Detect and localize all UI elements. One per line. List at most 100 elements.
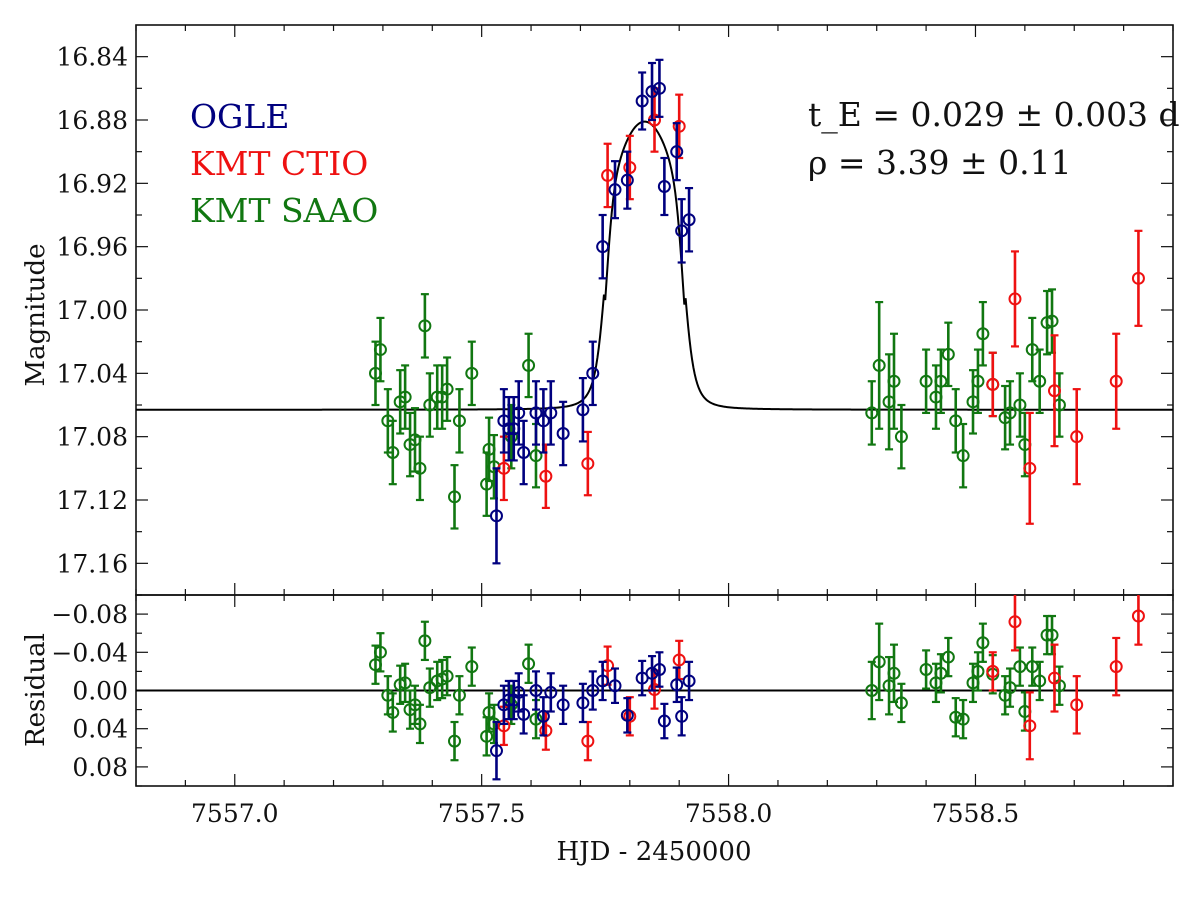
marker (1070, 430, 1084, 444)
data-point-kmt-saao (418, 293, 432, 359)
marker (465, 366, 479, 380)
data-point-kmt-saao (976, 300, 990, 367)
data-point-kmt-saao (1013, 372, 1027, 438)
data-point-ogle (652, 58, 666, 118)
data-point-ogle (512, 672, 526, 713)
marker (1003, 406, 1017, 420)
data-point-ogle (536, 388, 550, 454)
data-point-ogle (586, 670, 600, 711)
marker (986, 664, 1000, 678)
marker (1023, 719, 1037, 733)
marker (576, 403, 590, 417)
marker (919, 374, 933, 388)
fit-annotations: t_E = 0.029 ± 0.003 d ρ = 3.39 ± 0.11 (808, 95, 1180, 182)
marker (529, 449, 543, 463)
marker (670, 145, 684, 159)
marker (398, 676, 412, 690)
y-tick-label: 16.88 (56, 106, 128, 135)
data-point-kmt-saao (882, 655, 896, 716)
marker (480, 477, 494, 491)
data-point-ogle (596, 660, 610, 702)
marker (1025, 660, 1039, 674)
marker (657, 180, 671, 193)
marker (1023, 461, 1037, 475)
data-point-kmt-saao (865, 380, 879, 446)
y-tick-label: 17.16 (56, 549, 128, 578)
data-point-kmt-saao (971, 651, 985, 692)
data-point-kmt-saao (1003, 380, 1017, 446)
data-point-kmt-saao (956, 422, 970, 489)
marker (1131, 609, 1145, 623)
marker (489, 509, 503, 523)
y-axis-title-magnitude: Magnitude (21, 243, 51, 386)
data-point-ogle (657, 702, 671, 740)
data-point-kmt-saao (949, 388, 963, 454)
marker (529, 406, 543, 420)
marker (1013, 660, 1027, 674)
data-point-ogle (529, 380, 543, 446)
data-point-ogle (670, 666, 684, 704)
data-point-kmt-saao (956, 698, 970, 740)
marker (448, 734, 462, 748)
data-point-kmt-ctio (1008, 250, 1022, 348)
data-point-kmt-saao (1033, 660, 1047, 702)
marker (522, 657, 536, 671)
marker (536, 709, 550, 723)
data-point-kmt-ctio (1023, 691, 1037, 761)
marker (971, 664, 985, 678)
marker (682, 213, 696, 227)
marker (586, 366, 600, 380)
legend-entry-kmt-saao: KMT SAAO (190, 191, 378, 230)
marker (672, 653, 686, 667)
data-point-kmt-ctio (581, 720, 595, 762)
data-point-kmt-saao (1045, 614, 1059, 656)
marker (675, 709, 689, 723)
data-point-kmt-ctio (1023, 411, 1037, 525)
marker (512, 406, 526, 420)
marker (672, 119, 686, 133)
data-point-kmt-saao (941, 636, 955, 678)
data-point-ogle (657, 156, 671, 217)
data-point-kmt-ctio (1070, 675, 1084, 735)
marker (398, 390, 412, 404)
marker (440, 382, 454, 396)
marker (635, 94, 649, 108)
data-point-kmt-saao (941, 321, 955, 388)
data-point-ogle (517, 419, 531, 486)
y-tick-label: 0.00 (72, 677, 128, 706)
data-point-kmt-ctio (581, 430, 595, 497)
marker (956, 712, 970, 726)
data-point-ogle (608, 160, 622, 220)
marker (1109, 660, 1123, 674)
marker (976, 636, 990, 650)
data-point-kmt-saao (465, 646, 479, 687)
marker (489, 744, 503, 758)
marker (608, 183, 622, 197)
marker (941, 650, 955, 664)
marker (608, 679, 622, 693)
marker (670, 678, 684, 692)
x-tick-label: 7557.5 (438, 799, 525, 828)
marker (934, 374, 948, 388)
data-point-kmt-saao (887, 332, 901, 430)
y-tick-label: 17.00 (56, 296, 128, 325)
marker (887, 666, 901, 680)
data-point-kmt-ctio (672, 639, 686, 681)
marker (517, 707, 531, 721)
marker (586, 684, 600, 697)
marker (986, 377, 1000, 391)
marker (1047, 671, 1061, 685)
marker (949, 710, 963, 724)
marker (544, 406, 558, 420)
data-point-kmt-saao (872, 622, 886, 702)
data-point-ogle (556, 400, 570, 467)
data-point-kmt-saao (882, 353, 896, 451)
data-point-ogle (489, 720, 503, 781)
marker (941, 347, 955, 361)
data-point-kmt-ctio (601, 142, 615, 209)
x-tick-label: 7558.0 (685, 799, 772, 828)
marker (1131, 271, 1145, 285)
marker (1070, 698, 1084, 712)
data-point-kmt-saao (865, 660, 879, 721)
marker (418, 319, 432, 333)
